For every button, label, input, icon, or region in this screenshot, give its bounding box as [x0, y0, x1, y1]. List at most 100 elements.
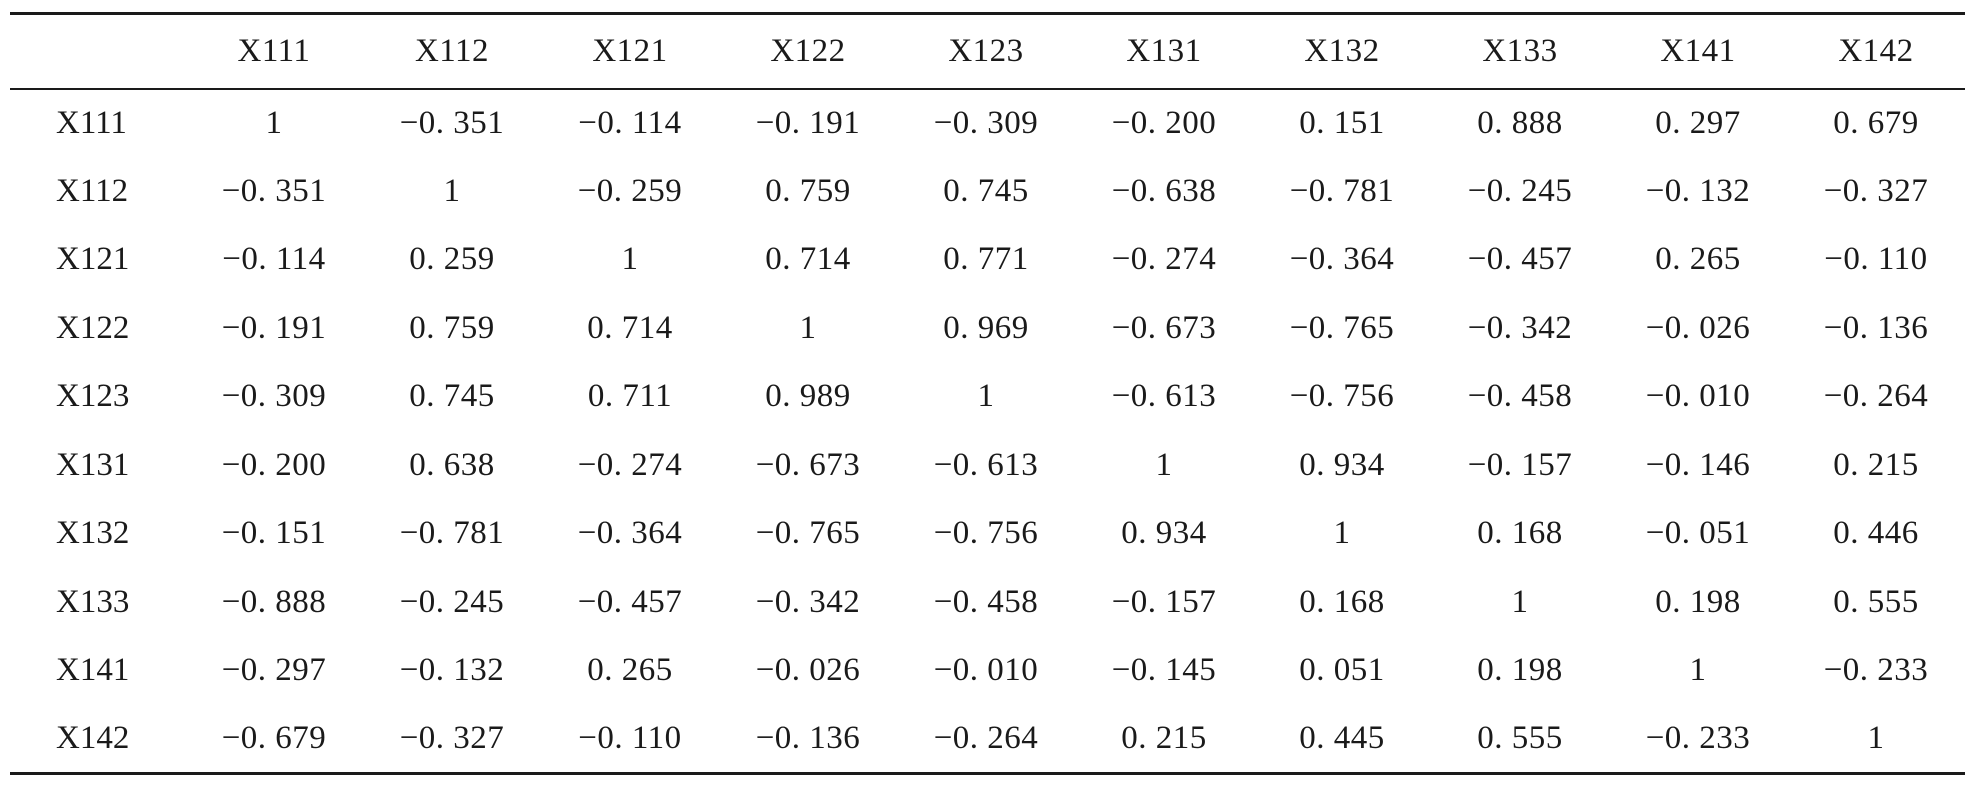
row-header: X131 — [56, 446, 130, 483]
table-cell: 0. 215 — [1833, 446, 1919, 483]
table-cell: 0. 259 — [409, 241, 495, 278]
table-cell: −0. 309 — [221, 378, 327, 415]
table-cell: −0. 457 — [1467, 241, 1573, 278]
table-cell: −0. 026 — [755, 652, 861, 689]
correlation-table-container: X111 X112 X121 X122 X123 X131 X132 X133 … — [10, 12, 1965, 775]
table-cell: 0. 446 — [1833, 515, 1919, 552]
table-cell: −0. 342 — [1467, 309, 1573, 346]
table-cell: −0. 888 — [221, 583, 327, 620]
column-header: X142 — [1838, 32, 1914, 69]
table-cell: −0. 756 — [933, 515, 1039, 552]
table-cell: −0. 351 — [399, 104, 505, 141]
table-cell: −0. 274 — [1111, 241, 1217, 278]
row-header: X122 — [56, 309, 130, 346]
table-cell: −0. 679 — [221, 720, 327, 756]
table-cell: 0. 714 — [587, 309, 673, 346]
table-cell: 0. 969 — [943, 309, 1029, 346]
table-cell: −0. 136 — [755, 720, 861, 756]
table-cell: 0. 888 — [1477, 104, 1563, 141]
table-cell: −0. 765 — [1289, 309, 1395, 346]
row-header: X123 — [56, 378, 130, 415]
table-cell: −0. 026 — [1645, 309, 1751, 346]
table-cell: −0. 613 — [1111, 378, 1217, 415]
table-cell: 0. 198 — [1477, 652, 1563, 689]
table-cell: −0. 110 — [578, 720, 682, 756]
column-header: X121 — [592, 32, 668, 69]
table-cell: 1 — [799, 309, 817, 346]
corner-cell — [10, 14, 185, 89]
table-cell: 1 — [1333, 515, 1351, 552]
table-cell: −0. 327 — [399, 720, 505, 756]
table-cell: −0. 781 — [1289, 172, 1395, 209]
table-cell: 0. 771 — [943, 241, 1029, 278]
table-cell: −0. 264 — [1823, 378, 1929, 415]
table-cell: 0. 168 — [1299, 583, 1385, 620]
column-header: X122 — [770, 32, 846, 69]
table-cell: 0. 679 — [1833, 104, 1919, 141]
table-row: X112 −0. 351 1 −0. 259 0. 759 0. 745 −0. 638 −0… — [10, 157, 1965, 226]
table-cell: −0. 673 — [1111, 309, 1217, 346]
table-row: X133 −0. 888 −0. 245 −0. 457 −0. 342 −0. 458 −… — [10, 568, 1965, 637]
table-cell: −0. 458 — [933, 583, 1039, 620]
table-cell: −0. 191 — [755, 104, 861, 141]
table-cell: 0. 051 — [1299, 652, 1385, 689]
table-cell: −0. 010 — [1645, 378, 1751, 415]
table-cell: 0. 168 — [1477, 515, 1563, 552]
table-cell: −0. 191 — [221, 309, 327, 346]
table-row: X142 −0. 679 −0. 327 −0. 110 −0. 136 −0. 264 0… — [10, 705, 1965, 774]
table-cell: 1 — [1155, 446, 1173, 483]
table-cell: −0. 051 — [1645, 515, 1751, 552]
table-cell: −0. 364 — [1289, 241, 1395, 278]
table-row: X131 −0. 200 0. 638 −0. 274 −0. 673 −0. 613 1 0… — [10, 431, 1965, 500]
table-cell: −0. 364 — [577, 515, 683, 552]
table-cell: −0. 342 — [755, 583, 861, 620]
table-cell: −0. 200 — [221, 446, 327, 483]
row-header: X121 — [56, 241, 130, 278]
table-cell: −0. 274 — [577, 446, 683, 483]
table-cell: −0. 309 — [933, 104, 1039, 141]
table-cell: 0. 759 — [765, 172, 851, 209]
table-header: X111 X112 X121 X122 X123 X131 X132 X133 … — [10, 13, 1965, 89]
table-cell: 0. 934 — [1299, 446, 1385, 483]
table-cell: −0. 157 — [1111, 583, 1217, 620]
table-cell: −0. 145 — [1111, 652, 1217, 689]
table-cell: −0. 245 — [399, 583, 505, 620]
table-cell: −0. 457 — [577, 583, 683, 620]
column-header: X131 — [1126, 32, 1202, 69]
table-cell: −0. 458 — [1467, 378, 1573, 415]
table-cell: −0. 264 — [933, 720, 1039, 756]
table-cell: 0. 445 — [1299, 720, 1385, 756]
table-cell: −0. 351 — [221, 172, 327, 209]
table-cell: 1 — [621, 241, 639, 278]
row-header: X112 — [56, 172, 129, 209]
table-cell: −0. 233 — [1645, 720, 1751, 756]
table-cell: 0. 555 — [1477, 720, 1563, 756]
table-cell: −0. 114 — [222, 241, 326, 278]
table-cell: −0. 146 — [1645, 446, 1751, 483]
table-cell: −0. 157 — [1467, 446, 1573, 483]
table-cell: 0. 555 — [1833, 583, 1919, 620]
table-cell: 0. 151 — [1299, 104, 1385, 141]
table-cell: 1 — [1689, 652, 1707, 689]
table-cell: −0. 259 — [577, 172, 683, 209]
table-cell: 0. 745 — [943, 172, 1029, 209]
table-cell: −0. 327 — [1823, 172, 1929, 209]
table-cell: −0. 781 — [399, 515, 505, 552]
table-cell: 0. 215 — [1121, 720, 1207, 756]
correlation-table: X111 X112 X121 X122 X123 X131 X132 X133 … — [10, 12, 1965, 775]
table-cell: −0. 673 — [755, 446, 861, 483]
table-cell: −0. 132 — [399, 652, 505, 689]
table-cell: −0. 765 — [755, 515, 861, 552]
table-cell: 1 — [265, 104, 283, 141]
column-header: X133 — [1482, 32, 1558, 69]
table-row: X122 −0. 191 0. 759 0. 714 1 0. 969 −0. 673 −0.… — [10, 294, 1965, 363]
table-cell: −0. 638 — [1111, 172, 1217, 209]
row-header: X132 — [56, 515, 130, 552]
column-header: X112 — [414, 32, 490, 69]
row-header: X111 — [56, 104, 127, 141]
column-header: X141 — [1660, 32, 1736, 69]
table-cell: 0. 759 — [409, 309, 495, 346]
table-row: X132 −0. 151 −0. 781 −0. 364 −0. 765 −0. 756 0… — [10, 500, 1965, 569]
table-cell: −0. 200 — [1111, 104, 1217, 141]
row-header: X141 — [56, 652, 130, 689]
